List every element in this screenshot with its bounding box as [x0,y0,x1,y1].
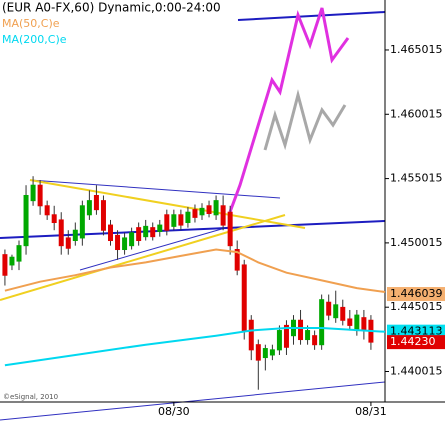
candle-body [241,264,247,332]
candle-body [213,200,219,216]
candle-body [185,211,191,224]
price-marker [387,287,445,302]
candle-body [248,319,254,351]
price-marker-label: 1.443113 [390,325,443,338]
candle-body [312,335,318,346]
candle-body [58,219,64,247]
candle-body [115,234,121,251]
legend-entry: MA(50,C)e [2,17,60,30]
price-marker-label: 1.446039 [390,287,443,300]
projection-line [228,7,350,213]
candle-body [361,317,367,332]
candle-body [283,324,289,348]
candle-body [65,237,71,249]
price-marker-label: 1.44230 [390,335,436,348]
candle-body [206,205,212,215]
candle-body [30,184,36,202]
trend-line [0,214,286,301]
price-marker [387,335,445,350]
candle-body [178,214,184,226]
candle-body [269,349,275,356]
x-tick-label: 08/31 [355,405,387,418]
candle-body [298,319,304,341]
candle-body [2,254,8,276]
candle-body [199,207,205,216]
candle-body [333,304,339,319]
candle-body [72,229,78,242]
watermark: ©eSignal, 2010 [3,393,58,401]
candle-body [276,330,282,351]
candle-body [319,299,325,346]
drawing-tools [0,7,386,421]
x-tick-label: 08/30 [158,405,190,418]
candle-body [108,224,114,242]
candle-body [354,314,360,332]
candle-body [347,318,353,326]
candle-body [220,205,226,226]
y-tick-label: 1.440015 [390,365,443,378]
candle-body [79,205,85,239]
candle-body [227,211,233,247]
candle-body [86,200,92,216]
trend-line [0,381,386,421]
candle-body [93,194,99,211]
candle-body [136,227,142,242]
candle-body [305,330,311,341]
candle-body [122,237,128,251]
ma-line [4,248,386,293]
candle-body [157,224,163,233]
candle-body [9,256,15,266]
projection-line [263,89,347,151]
candle-body [262,348,268,359]
trend-line [79,225,233,271]
legend-entry: MA(200,C)e [2,33,67,46]
candle-body [44,205,50,216]
chart-title: (EUR A0-FX,60) Dynamic,0:00-24:00 [2,1,221,15]
trend-line [237,11,386,21]
candle-body [340,306,346,321]
candle-body [171,214,177,227]
candle-body [150,227,156,238]
candle-body [23,194,29,247]
y-tick-label: 1.445015 [390,300,443,313]
candle-body [192,209,198,218]
trend-line [29,179,281,199]
candle-body [129,232,135,247]
candle-body [16,245,22,262]
candle-body [100,200,106,231]
candle-body [143,225,149,238]
candle-body [51,214,57,224]
candle-body [326,301,332,316]
trend-line [0,220,386,239]
candle-body [255,344,261,361]
trend-line [29,179,306,229]
candle-body [164,214,170,231]
y-tick-label: 1.465015 [390,43,443,56]
ma-line [4,327,386,367]
candle-body [37,184,43,207]
candle-body [234,249,240,271]
y-tick-label: 1.460015 [390,107,443,120]
y-tick-label: 1.455015 [390,172,443,185]
y-tick-label: 1.450015 [390,236,443,249]
